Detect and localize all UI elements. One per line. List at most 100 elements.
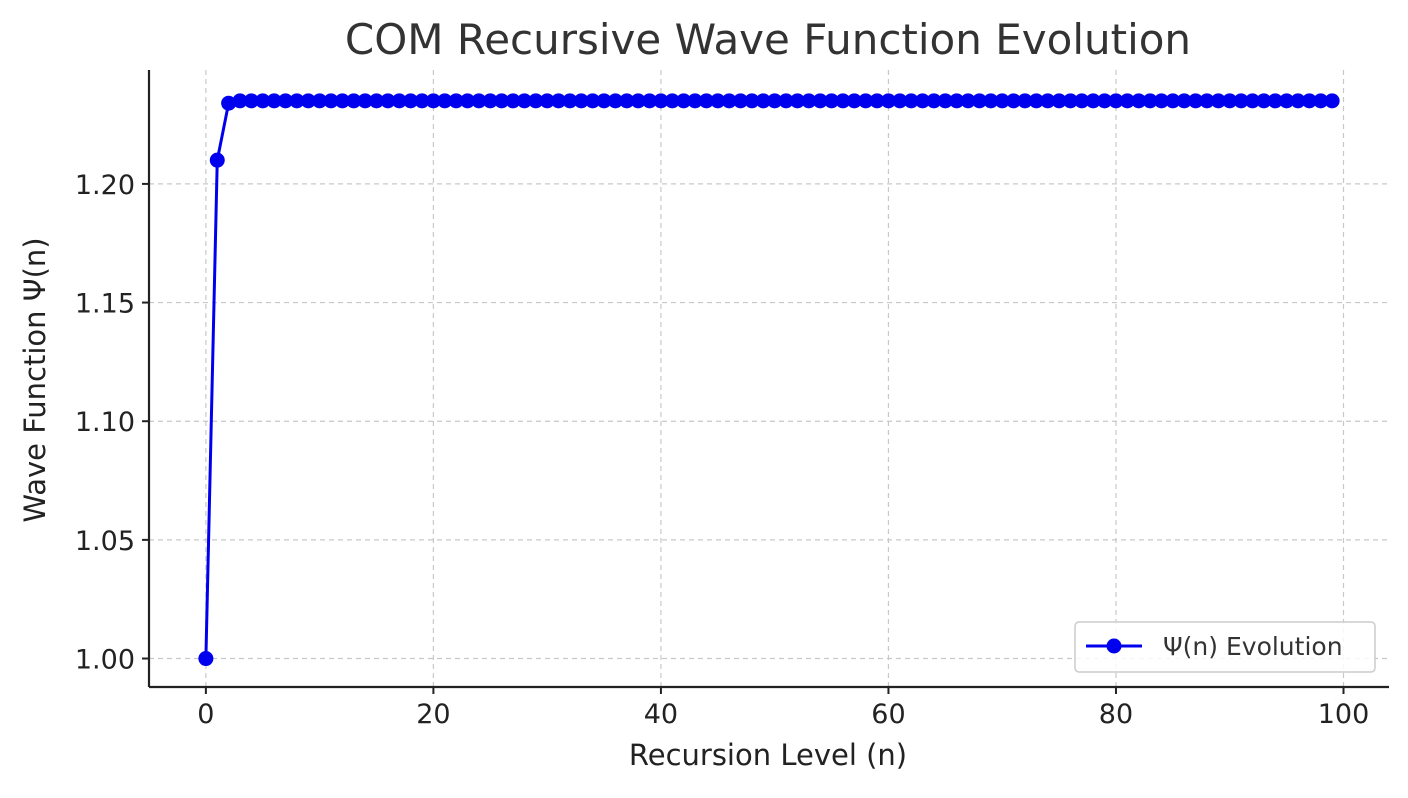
- data-point: [323, 93, 339, 109]
- x-tick-label: 40: [644, 699, 678, 730]
- legend-box: [1074, 621, 1376, 673]
- data-point: [1119, 93, 1135, 109]
- data-point: [710, 93, 726, 109]
- data-point: [266, 93, 282, 109]
- data-point: [1131, 93, 1147, 109]
- data-point: [1153, 93, 1169, 109]
- data-point: [312, 93, 328, 109]
- data-point: [585, 93, 601, 109]
- data-point: [630, 93, 646, 109]
- x-tick-label: 80: [1099, 699, 1133, 730]
- data-point: [539, 93, 555, 109]
- data-point: [778, 93, 794, 109]
- data-point: [562, 93, 578, 109]
- data-point: [300, 93, 316, 109]
- data-point: [198, 651, 214, 667]
- data-point: [744, 93, 760, 109]
- data-point: [278, 93, 294, 109]
- data-point: [1290, 93, 1306, 109]
- data-point: [721, 93, 737, 109]
- data-point: [1244, 93, 1260, 109]
- data-point: [1279, 93, 1295, 109]
- data-point: [994, 93, 1010, 109]
- data-point: [1188, 93, 1204, 109]
- legend: Ψ(n) Evolution: [1074, 621, 1376, 673]
- data-point: [209, 152, 225, 168]
- data-point: [687, 93, 703, 109]
- x-axis-label: Recursion Level (n): [629, 738, 907, 772]
- data-point: [232, 93, 248, 109]
- data-point: [494, 93, 510, 109]
- data-point: [1222, 93, 1238, 109]
- data-point: [1028, 93, 1044, 109]
- y-axis-label: Wave Function Ψ(n): [18, 237, 52, 522]
- data-point: [801, 93, 817, 109]
- data-point: [812, 93, 828, 109]
- data-point: [824, 93, 840, 109]
- data-point: [437, 93, 453, 109]
- data-point: [676, 93, 692, 109]
- data-point: [1199, 93, 1215, 109]
- y-tick-label: 1.15: [75, 289, 135, 320]
- data-point: [607, 93, 623, 109]
- data-point: [1176, 93, 1192, 109]
- grid-lines: [149, 70, 1389, 687]
- y-tick-label: 1.10: [75, 407, 135, 438]
- data-point: [573, 93, 589, 109]
- data-point: [971, 93, 987, 109]
- data-point: [767, 93, 783, 109]
- data-point: [698, 93, 714, 109]
- data-point: [1085, 93, 1101, 109]
- data-point: [869, 93, 885, 109]
- data-series: [198, 93, 1340, 667]
- data-point: [403, 93, 419, 109]
- data-point: [1142, 93, 1158, 109]
- data-point: [1108, 93, 1124, 109]
- data-point: [1165, 93, 1181, 109]
- y-tick-label: 1.00: [75, 645, 135, 676]
- y-tick-label: 1.05: [75, 526, 135, 557]
- data-point: [892, 93, 908, 109]
- x-tick-label: 60: [871, 699, 905, 730]
- data-point: [983, 93, 999, 109]
- y-tick-label: 1.20: [75, 170, 135, 201]
- data-point: [1256, 93, 1272, 109]
- data-point: [289, 93, 305, 109]
- data-point: [346, 93, 362, 109]
- data-point: [391, 93, 407, 109]
- data-point: [1097, 93, 1113, 109]
- data-point: [642, 93, 658, 109]
- data-point: [505, 93, 521, 109]
- data-point: [664, 93, 680, 109]
- data-point: [755, 93, 771, 109]
- data-point: [460, 93, 476, 109]
- data-point: [1313, 93, 1329, 109]
- data-point: [482, 93, 498, 109]
- legend-marker-swatch: [1106, 638, 1122, 654]
- data-point: [1051, 93, 1067, 109]
- x-tick-label: 0: [197, 699, 214, 730]
- data-point: [653, 93, 669, 109]
- data-point: [1006, 93, 1022, 109]
- data-point: [1324, 93, 1340, 109]
- data-point: [357, 93, 373, 109]
- data-point: [880, 93, 896, 109]
- data-point: [1040, 93, 1056, 109]
- chart-title: COM Recursive Wave Function Evolution: [345, 15, 1191, 64]
- data-point: [243, 93, 259, 109]
- data-point: [960, 93, 976, 109]
- data-point: [221, 95, 237, 111]
- data-point: [619, 93, 635, 109]
- data-point: [733, 93, 749, 109]
- data-point: [846, 93, 862, 109]
- data-point: [1074, 93, 1090, 109]
- data-point: [858, 93, 874, 109]
- data-point: [551, 93, 567, 109]
- data-point: [425, 93, 441, 109]
- data-point: [789, 93, 805, 109]
- x-tick-label: 100: [1318, 699, 1370, 730]
- axis-ticks: 0 20 40 60 80 100 1.00 1.05 1.10 1.15 1.20: [75, 170, 1369, 730]
- data-point: [380, 93, 396, 109]
